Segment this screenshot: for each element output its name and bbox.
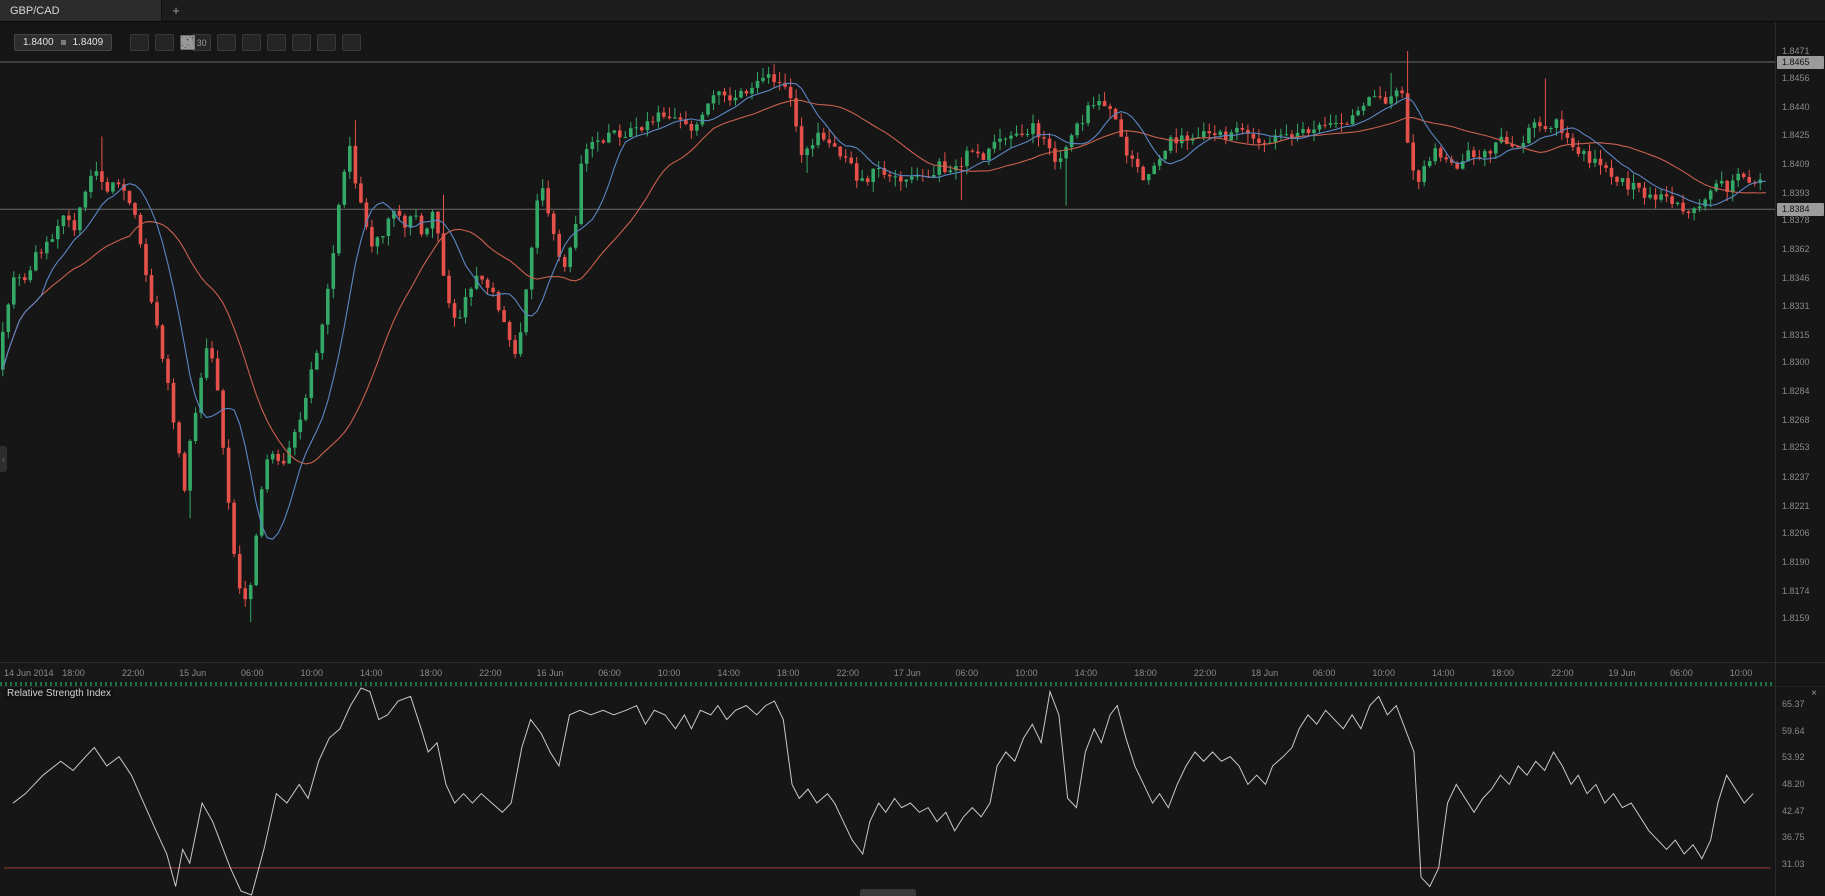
chart-toolbar: 1.8400 1.8409: [14, 34, 362, 51]
price-axis-label: 1.8331: [1782, 300, 1810, 311]
rsi-axis[interactable]: × 65.37 59.64 53.92 48.20 42.47 36.75 31.03: [1776, 686, 1825, 896]
price-axis-label: 1.8378: [1782, 215, 1810, 226]
rsi-axis-label: 42.47: [1782, 805, 1805, 816]
time-axis-label: 06:00: [1312, 667, 1336, 678]
candlestick-chart[interactable]: 1.8400 1.8409: [0, 22, 1775, 662]
time-axis-label: 10:00: [657, 667, 681, 678]
price-axis[interactable]: 1.8471 1.8456 1.8440 1.8425 1.8409 1.8393 1.83…: [1776, 22, 1825, 662]
time-axis-label: 14:00: [360, 667, 383, 678]
price-line-badge: 1.8384: [1777, 202, 1824, 216]
time-axis-label: 16 Jun: [536, 667, 564, 678]
rsi-axis-label: 48.20: [1782, 778, 1805, 789]
time-axis-label: 15 Jun: [179, 667, 207, 678]
price-axis-label: 1.8362: [1782, 244, 1810, 255]
tick-marks-row: [0, 682, 1775, 686]
time-axis-label: 18:00: [419, 667, 443, 678]
price-axis-label: 1.8253: [1782, 442, 1810, 453]
rsi-axis-label: 59.64: [1782, 725, 1805, 736]
attach-button[interactable]: [182, 34, 312, 51]
pencil-icon: [181, 38, 192, 49]
price-axis-label: 1.8393: [1782, 187, 1810, 198]
axis-time-corner: [1776, 662, 1825, 686]
draw-button[interactable]: [181, 34, 362, 51]
rsi-axis-label: 31.03: [1782, 858, 1805, 869]
price-axis-label: 1.8268: [1782, 415, 1810, 426]
price-axis-label: 1.8284: [1782, 386, 1810, 397]
new-tab-button[interactable]: +: [172, 3, 180, 18]
rsi-canvas[interactable]: [0, 687, 1775, 896]
spread-indicator: [60, 40, 66, 45]
time-axis-label: 10:00: [1729, 667, 1753, 678]
time-axis-label: 14:00: [717, 667, 740, 678]
time-axis-label: 18:00: [62, 667, 85, 678]
tab-bar: GBP/CAD +: [0, 0, 1825, 22]
price-axis-label: 1.8300: [1782, 357, 1810, 367]
paperclip-icon: [182, 37, 191, 49]
price-axis-label: 1.8346: [1782, 273, 1810, 284]
time-axis-label: 14:00: [1431, 667, 1455, 678]
time-axis-label: 22:00: [479, 667, 502, 678]
time-axis-label: 18:00: [1134, 667, 1157, 678]
candles-canvas[interactable]: [0, 22, 1775, 662]
time-axis-label: 22:00: [836, 667, 859, 678]
chart-tab-gbpcad[interactable]: GBP/CAD: [0, 0, 162, 21]
time-axis-label: 06:00: [240, 667, 264, 678]
price-line-badge: 1.8465: [1777, 55, 1824, 69]
price-axis-label: 1.8221: [1782, 500, 1810, 511]
bottom-panel-grip[interactable]: [859, 889, 916, 896]
price-axis-label: 1.8440: [1782, 102, 1810, 113]
rsi-title: Relative Strength Index: [4, 688, 114, 699]
rsi-axis-label: 53.92: [1782, 752, 1805, 763]
price-axis-label: 1.8206: [1782, 527, 1810, 538]
price-axis-label: 1.8315: [1782, 329, 1810, 340]
time-axis-label: 06:00: [1670, 667, 1693, 678]
time-axis-label: 10:00: [300, 667, 324, 678]
time-axis[interactable]: 14 Jun 2014 18:00 22:00 15 Jun 06:00 10:00 14:…: [0, 662, 1775, 682]
time-axis-label: 18 Jun: [1251, 667, 1279, 678]
rsi-axis-label: 36.75: [1782, 832, 1805, 843]
quote-panel: 1.8400 1.8409: [14, 34, 113, 51]
rsi-close-button[interactable]: ×: [1811, 688, 1817, 699]
time-axis-label: 18:00: [1491, 667, 1515, 678]
price-axis-label: 1.8409: [1782, 158, 1810, 169]
price-axis-label: 1.8237: [1782, 471, 1810, 482]
price-axis-label: 1.8456: [1782, 73, 1810, 84]
rsi-axis-label: 65.37: [1782, 699, 1805, 709]
time-axis-label: 10:00: [1015, 667, 1038, 678]
sidebar-collapse-handle[interactable]: ‹: [0, 446, 7, 472]
plot-column: 1.8400 1.8409: [0, 22, 1775, 896]
time-axis-label: 17 Jun: [893, 667, 921, 678]
time-axis-label: 22:00: [121, 667, 145, 678]
annotate-button[interactable]: [180, 34, 337, 51]
time-axis-label: 19 Jun: [1608, 667, 1636, 678]
time-axis-label: 06:00: [955, 667, 979, 678]
buy-price-button[interactable]: 1.8409: [72, 37, 104, 48]
workspace: 1.8400 1.8409: [0, 22, 1825, 896]
time-axis-label: 14 Jun 2014: [4, 667, 54, 678]
tab-title: GBP/CAD: [10, 4, 60, 17]
time-axis-label: 18:00: [776, 667, 800, 678]
price-axis-label: 1.8159: [1782, 613, 1810, 624]
time-axis-label: 10:00: [1372, 667, 1395, 678]
price-axis-label: 1.8425: [1782, 129, 1810, 140]
time-axis-label: 06:00: [598, 667, 621, 678]
sell-price-button[interactable]: 1.8400: [23, 37, 54, 48]
axis-column: 1.8471 1.8456 1.8440 1.8425 1.8409 1.8393 1.83…: [1775, 22, 1825, 896]
price-axis-label: 1.8190: [1782, 557, 1810, 567]
time-axis-label: 22:00: [1193, 667, 1217, 678]
time-axis-label: 14:00: [1074, 667, 1098, 678]
price-axis-label: 1.8174: [1782, 586, 1810, 597]
rsi-panel[interactable]: Relative Strength Index: [0, 686, 1775, 896]
timeframe-label: 30: [196, 37, 207, 48]
price-axis-label: 1.8471: [1782, 46, 1810, 57]
time-axis-label: 22:00: [1551, 667, 1574, 678]
